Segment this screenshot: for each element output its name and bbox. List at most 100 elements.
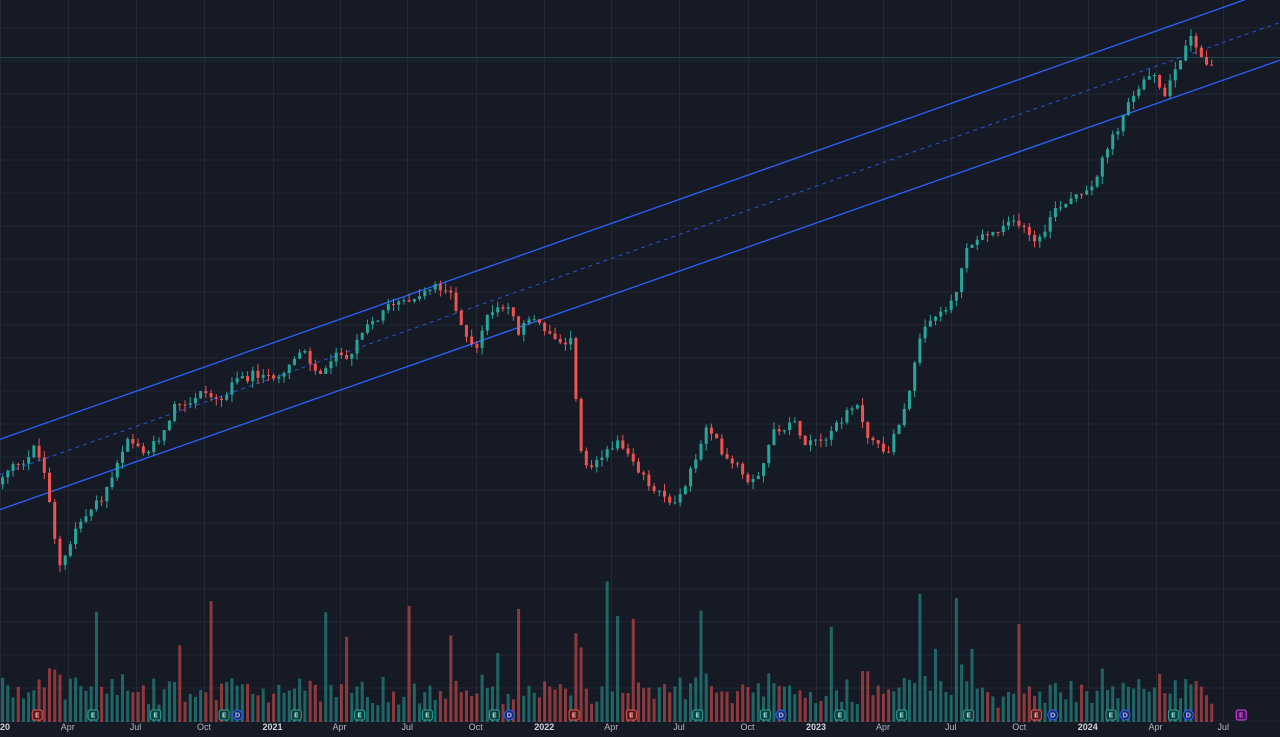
candle xyxy=(772,422,776,446)
candle-body xyxy=(350,353,354,359)
candle-body xyxy=(230,382,234,395)
dividend-marker[interactable]: D xyxy=(232,709,244,721)
candle-body xyxy=(824,439,828,441)
time-axis-label: Apr xyxy=(1149,722,1163,732)
volume-bar xyxy=(1111,686,1115,722)
candle-body xyxy=(1090,186,1094,191)
earnings-marker[interactable]: E xyxy=(421,709,433,721)
earnings-marker[interactable]: E xyxy=(488,709,500,721)
candle-body xyxy=(381,310,385,321)
candle-body xyxy=(730,458,734,464)
candle xyxy=(126,436,130,452)
earnings-marker[interactable]: E xyxy=(218,709,230,721)
earnings-marker[interactable]: E xyxy=(896,709,908,721)
volume-bar xyxy=(1038,691,1042,722)
candle-body xyxy=(115,462,119,478)
parallel-channel[interactable] xyxy=(0,0,1280,511)
candle xyxy=(918,333,922,366)
candle-body xyxy=(663,490,667,497)
candle-body xyxy=(751,479,755,483)
volume-bar xyxy=(532,692,536,722)
marker-letter: E xyxy=(899,712,904,720)
earnings-marker[interactable]: E xyxy=(568,709,580,721)
candle xyxy=(621,435,625,450)
earnings-marker[interactable]: E xyxy=(625,709,637,721)
candle-body xyxy=(621,440,625,449)
candle-body xyxy=(157,440,161,442)
dividend-marker[interactable]: D xyxy=(1047,709,1059,721)
earnings-marker[interactable]: E xyxy=(1235,709,1247,721)
candle xyxy=(694,453,698,473)
candle xyxy=(1043,224,1047,240)
earnings-marker[interactable]: E xyxy=(834,709,846,721)
candle xyxy=(1147,69,1151,81)
candle xyxy=(319,368,323,375)
volume-bar xyxy=(631,618,635,722)
candle-body xyxy=(829,430,833,440)
candle-body xyxy=(496,307,500,313)
channel-middle-line[interactable] xyxy=(0,21,1280,475)
volume-bars xyxy=(1,581,1214,722)
time-axis[interactable]: 2020 Apr Jul Oct 2021 Apr Jul Oct 2022 Apr Jul Oct 2… xyxy=(0,722,1229,732)
volume-bar xyxy=(464,690,468,722)
volume-bar xyxy=(287,690,291,722)
candle-body xyxy=(782,430,786,432)
dividend-marker[interactable]: D xyxy=(503,709,515,721)
candle-body xyxy=(808,440,812,446)
earnings-marker[interactable]: E xyxy=(1030,709,1042,721)
volume-bar xyxy=(79,685,83,722)
earnings-marker[interactable]: E xyxy=(31,709,43,721)
earnings-marker[interactable]: E xyxy=(692,709,704,721)
candle-body xyxy=(1210,64,1214,66)
volume-bar xyxy=(193,696,197,722)
channel-upper-line[interactable] xyxy=(0,0,1280,440)
volume-bar xyxy=(1147,691,1151,722)
candle xyxy=(365,319,369,335)
candle xyxy=(537,319,541,326)
earnings-marker[interactable]: E xyxy=(150,709,162,721)
volume-bar xyxy=(235,685,239,722)
volume-bar xyxy=(1033,696,1037,722)
channel-lower-line[interactable] xyxy=(0,59,1280,511)
earnings-marker[interactable]: E xyxy=(354,709,366,721)
candle-body xyxy=(517,316,521,335)
marker-badge xyxy=(31,709,43,721)
earnings-marker[interactable]: E xyxy=(290,709,302,721)
earnings-marker[interactable]: E xyxy=(1167,709,1179,721)
volume-bar xyxy=(152,678,156,722)
volume-bar xyxy=(689,683,693,722)
candle-body xyxy=(287,364,291,374)
dividend-marker[interactable]: D xyxy=(1119,709,1131,721)
dividend-marker[interactable]: D xyxy=(775,709,787,721)
volume-bar xyxy=(63,699,67,722)
volume-bar xyxy=(517,608,521,722)
volume-bar xyxy=(1053,683,1057,722)
marker-letter: E xyxy=(294,712,299,720)
volume-bar xyxy=(1178,698,1182,722)
marker-letter: D xyxy=(1185,712,1191,720)
earnings-marker[interactable]: E xyxy=(963,709,975,721)
candle-body xyxy=(970,244,974,248)
volume-bar xyxy=(699,610,703,722)
volume-bar xyxy=(803,697,807,722)
candle xyxy=(287,364,291,380)
candle-body xyxy=(871,437,875,441)
candle-body xyxy=(251,370,255,382)
candle-body xyxy=(574,338,578,399)
earnings-marker[interactable]: E xyxy=(759,709,771,721)
candle xyxy=(704,424,708,451)
earnings-marker[interactable]: E xyxy=(1105,709,1117,721)
candle-body xyxy=(522,322,526,335)
volume-bar xyxy=(683,699,687,722)
candle-body xyxy=(861,405,865,423)
volume-bar xyxy=(428,685,432,722)
earnings-marker[interactable]: E xyxy=(87,709,99,721)
volume-bar xyxy=(246,683,250,722)
dividend-marker[interactable]: D xyxy=(1182,709,1194,721)
candle-body xyxy=(376,320,380,322)
candle-body xyxy=(240,376,244,379)
volume-bar xyxy=(720,691,724,722)
